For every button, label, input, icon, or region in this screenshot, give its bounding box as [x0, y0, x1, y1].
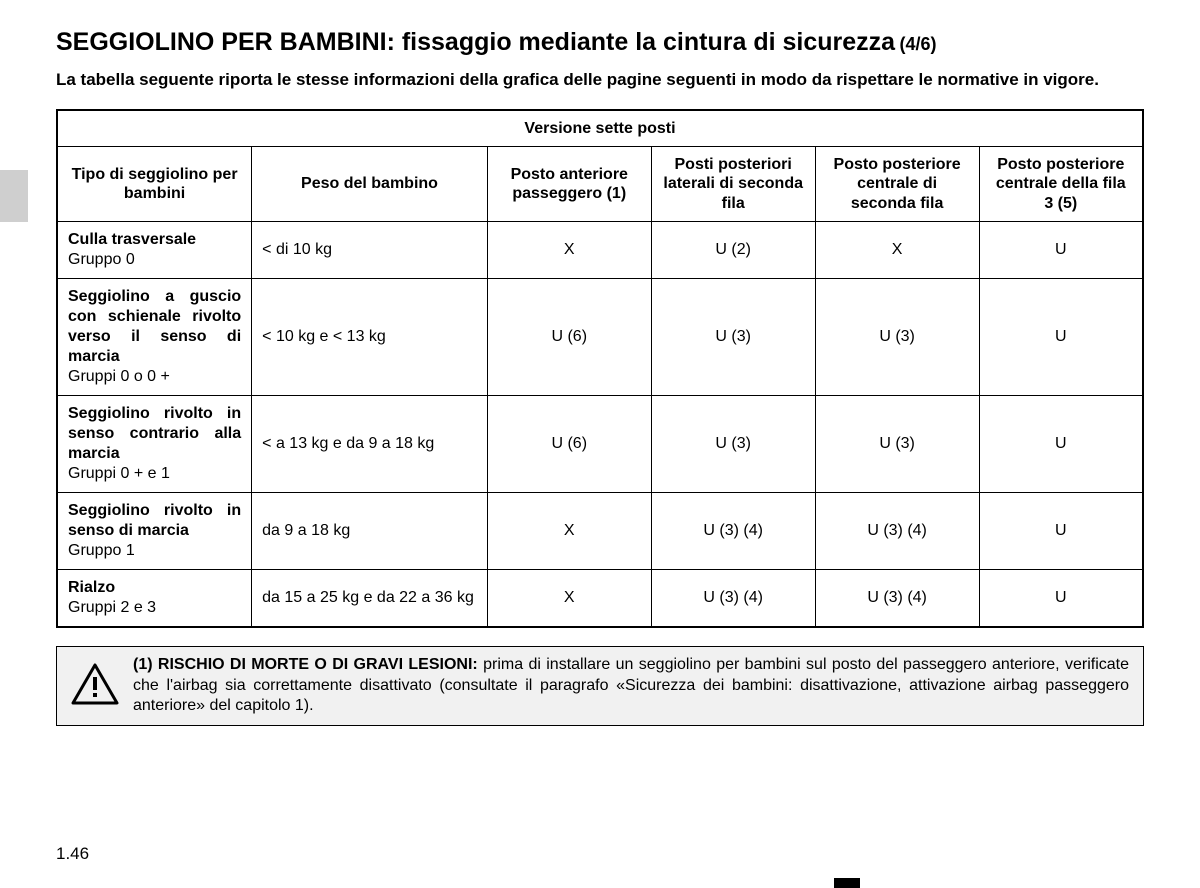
cell-data: X	[487, 569, 651, 627]
warning-lead: (1) RISCHIO DI MORTE O DI GRAVI LESIONI:	[133, 656, 478, 673]
cell-data: U (3) (4)	[651, 492, 815, 569]
col-header-rear-center: Posto posteriore centrale di seconda fil…	[815, 147, 979, 222]
title-sub: (4/6)	[900, 34, 937, 54]
page-number: 1.46	[56, 844, 89, 864]
cell-data: U (3)	[651, 395, 815, 492]
cell-type: Seggiolino a guscio con schienale rivolt…	[57, 278, 252, 395]
intro-text: La tabella seguente riporta le stesse in…	[56, 69, 1144, 91]
cell-data: U	[979, 569, 1143, 627]
cell-data: X	[487, 221, 651, 278]
document-page: SEGGIOLINO PER BAMBINI: fissaggio median…	[0, 0, 1200, 888]
table-row: Seggiolino rivolto in senso contrario al…	[57, 395, 1143, 492]
cell-data: U (6)	[487, 395, 651, 492]
cell-weight: da 9 a 18 kg	[252, 492, 488, 569]
cell-type: RialzoGruppi 2 e 3	[57, 569, 252, 627]
footer-crop-mark	[834, 878, 860, 888]
col-header-row3: Posto posteriore centrale della fila 3 (…	[979, 147, 1143, 222]
col-header-front: Posto anteriore passeggero (1)	[487, 147, 651, 222]
cell-data: U	[979, 278, 1143, 395]
cell-type: Seggiolino rivolto in senso di marciaGru…	[57, 492, 252, 569]
cell-data: U	[979, 221, 1143, 278]
cell-data: X	[487, 492, 651, 569]
table-row: Seggiolino rivolto in senso di marciaGru…	[57, 492, 1143, 569]
cell-weight: < di 10 kg	[252, 221, 488, 278]
cell-data: U (3)	[815, 395, 979, 492]
cell-data: U (3)	[651, 278, 815, 395]
table-row: Seggiolino a guscio con schienale rivolt…	[57, 278, 1143, 395]
page-title: SEGGIOLINO PER BAMBINI: fissaggio median…	[56, 28, 1144, 57]
warning-triangle-icon	[71, 663, 119, 710]
cell-data: U (3)	[815, 278, 979, 395]
table-row: RialzoGruppi 2 e 3 da 15 a 25 kg e da 22…	[57, 569, 1143, 627]
warning-box: (1) RISCHIO DI MORTE O DI GRAVI LESIONI:…	[56, 646, 1144, 726]
col-header-rear-side: Posti posteriori laterali di seconda fil…	[651, 147, 815, 222]
cell-weight: < 10 kg e < 13 kg	[252, 278, 488, 395]
table-row: Culla trasversaleGruppo 0 < di 10 kg X U…	[57, 221, 1143, 278]
cell-data: U (3) (4)	[651, 569, 815, 627]
table-header-row: Tipo di seggiolino per bambini Peso del …	[57, 147, 1143, 222]
title-main: SEGGIOLINO PER BAMBINI: fissaggio median…	[56, 28, 895, 56]
side-tab	[0, 170, 28, 222]
cell-type: Seggiolino rivolto in senso contrario al…	[57, 395, 252, 492]
table-caption-row: Versione sette posti	[57, 110, 1143, 147]
cell-data: U (3) (4)	[815, 492, 979, 569]
cell-weight: da 15 a 25 kg e da 22 a 36 kg	[252, 569, 488, 627]
warning-text: (1) RISCHIO DI MORTE O DI GRAVI LESIONI:…	[133, 655, 1129, 717]
cell-data: U	[979, 395, 1143, 492]
cell-data: X	[815, 221, 979, 278]
seat-table: Versione sette posti Tipo di seggiolino …	[56, 109, 1144, 628]
cell-weight: < a 13 kg e da 9 a 18 kg	[252, 395, 488, 492]
table-caption: Versione sette posti	[57, 110, 1143, 147]
cell-data: U (3) (4)	[815, 569, 979, 627]
cell-data: U (2)	[651, 221, 815, 278]
cell-data: U (6)	[487, 278, 651, 395]
cell-data: U	[979, 492, 1143, 569]
col-header-weight: Peso del bambino	[252, 147, 488, 222]
col-header-type: Tipo di seggiolino per bambini	[57, 147, 252, 222]
cell-type: Culla trasversaleGruppo 0	[57, 221, 252, 278]
